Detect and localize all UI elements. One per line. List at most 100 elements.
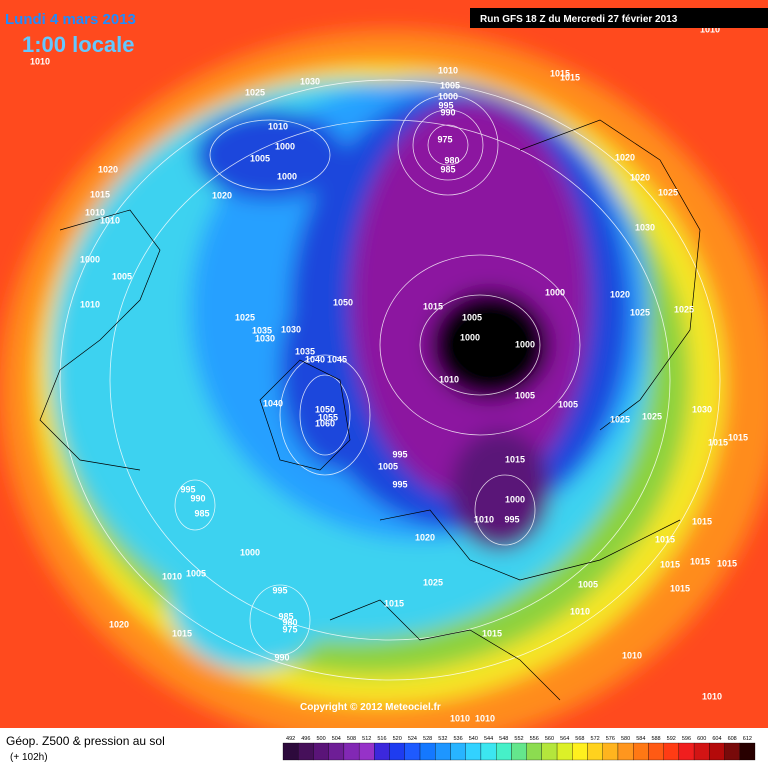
colorbar-swatch	[480, 742, 497, 761]
footer-lead: (+ 102h)	[10, 752, 48, 763]
pressure-label: 1015	[717, 558, 737, 568]
pressure-label: 1015	[90, 189, 110, 199]
pressure-label: 985	[194, 508, 209, 518]
pressure-label: 975	[437, 134, 452, 144]
colorbar-swatch	[648, 742, 664, 761]
pressure-label: 1000	[275, 141, 295, 151]
colorbar-label: 536	[454, 736, 463, 742]
pressure-label: 995	[180, 484, 195, 494]
pressure-label: 1030	[281, 324, 301, 334]
pressure-label: 1005	[462, 312, 482, 322]
pressure-label: 1025	[610, 414, 630, 424]
pressure-label: 1020	[212, 190, 232, 200]
colorbar-swatch	[496, 742, 512, 761]
pressure-label: 995	[504, 514, 519, 524]
colorbar-label: 512	[362, 736, 371, 742]
colorbar-label: 584	[636, 736, 645, 742]
colorbar-swatch	[374, 742, 390, 761]
colorbar-label: 552	[514, 736, 523, 742]
pressure-label: 1025	[235, 312, 255, 322]
pressure-label: 1030	[692, 404, 712, 414]
colorbar-swatch	[343, 742, 360, 761]
colorbar-swatch	[465, 742, 482, 761]
pressure-label: 1030	[255, 333, 275, 343]
pressure-label: 1010	[100, 215, 120, 225]
pressure-label: 1010	[162, 571, 182, 581]
colorbar: 492 496 500 504 508 512 516 520 524 528 532 536 540 5…	[282, 736, 756, 761]
pressure-label: 1000	[240, 547, 260, 557]
pressure-label: 1015	[384, 598, 404, 608]
colorbar-swatch	[541, 742, 558, 761]
colorbar-swatch	[526, 742, 542, 761]
coastlines	[39, 119, 701, 701]
colorbar-swatch	[435, 742, 451, 761]
colorbar-swatch	[678, 742, 695, 761]
colorbar-label: 520	[393, 736, 402, 742]
colorbar-swatch	[282, 742, 299, 761]
pressure-label: 1015	[505, 454, 525, 464]
pressure-label: 1040	[263, 398, 283, 408]
colorbar-label: 524	[408, 736, 417, 742]
pressure-label: 1005	[578, 579, 598, 589]
pressure-label: 995	[438, 100, 453, 110]
pressure-label: 1010	[450, 713, 470, 723]
pressure-label: 1010	[622, 650, 642, 660]
colorbar-label: 492	[286, 736, 295, 742]
pressure-label: 995	[272, 585, 287, 595]
pressure-label: 1040	[305, 354, 325, 364]
pressure-label: 1015	[692, 516, 712, 526]
pressure-label: 1025	[642, 411, 662, 421]
run-box	[470, 8, 768, 28]
pressure-label: 1000	[515, 339, 535, 349]
isobars	[59, 79, 721, 681]
pressure-label: 1015	[670, 583, 690, 593]
colorbar-label: 516	[377, 736, 386, 742]
colorbar-swatch	[663, 742, 680, 761]
colorbar-swatch	[419, 742, 436, 761]
pressure-label: 1005	[378, 461, 398, 471]
colorbar-swatch	[724, 742, 740, 761]
pressure-label: 985	[278, 611, 293, 621]
colorbar-label: 500	[316, 736, 325, 742]
pressure-label: 1015	[560, 72, 580, 82]
colorbar-swatch	[617, 742, 634, 761]
pressure-label: 1025	[630, 307, 650, 317]
colorbar-label: 568	[575, 736, 584, 742]
pressure-label: 1005	[515, 390, 535, 400]
run-info: Run GFS 18 Z du Mercredi 27 février 2013	[480, 14, 678, 25]
pressure-label: 1020	[610, 289, 630, 299]
colorbar-swatch	[511, 742, 527, 761]
pressure-label: 995	[392, 479, 407, 489]
colorbar-label: 596	[682, 736, 691, 742]
colorbar-label: 600	[697, 736, 706, 742]
colorbar-label: 592	[667, 736, 676, 742]
pressure-label: 1005	[112, 271, 132, 281]
colorbar-swatch	[572, 742, 588, 761]
colorbar-label: 504	[332, 736, 341, 742]
pressure-label: 1010	[85, 207, 105, 217]
pressure-label: 1035	[252, 325, 272, 335]
pressure-label: 995	[392, 449, 407, 459]
pressure-label: 1015	[708, 437, 728, 447]
pressure-label: 1015	[728, 432, 748, 442]
colorbar-label: 528	[423, 736, 432, 742]
pressure-label: 1015	[423, 301, 443, 311]
pressure-label: 1010	[474, 514, 494, 524]
colorbar-label: 560	[545, 736, 554, 742]
colorbar-label: 540	[469, 736, 478, 742]
pressure-label: 1010	[570, 606, 590, 616]
colorbar-swatch	[739, 742, 756, 761]
pressure-label: 1020	[615, 152, 635, 162]
colorbar-label: 572	[591, 736, 600, 742]
colorbar-label: 604	[712, 736, 721, 742]
pressure-label: 1030	[300, 76, 320, 86]
colorbar-swatch	[313, 742, 329, 761]
colorbar-swatch	[633, 742, 649, 761]
pressure-label: 1000	[460, 332, 480, 342]
pressure-label: 1020	[109, 619, 129, 629]
colorbar-swatch	[298, 742, 314, 761]
pressure-label: 1035	[295, 346, 315, 356]
pressure-label: 980	[282, 617, 297, 627]
colorbar-swatch	[450, 742, 466, 761]
